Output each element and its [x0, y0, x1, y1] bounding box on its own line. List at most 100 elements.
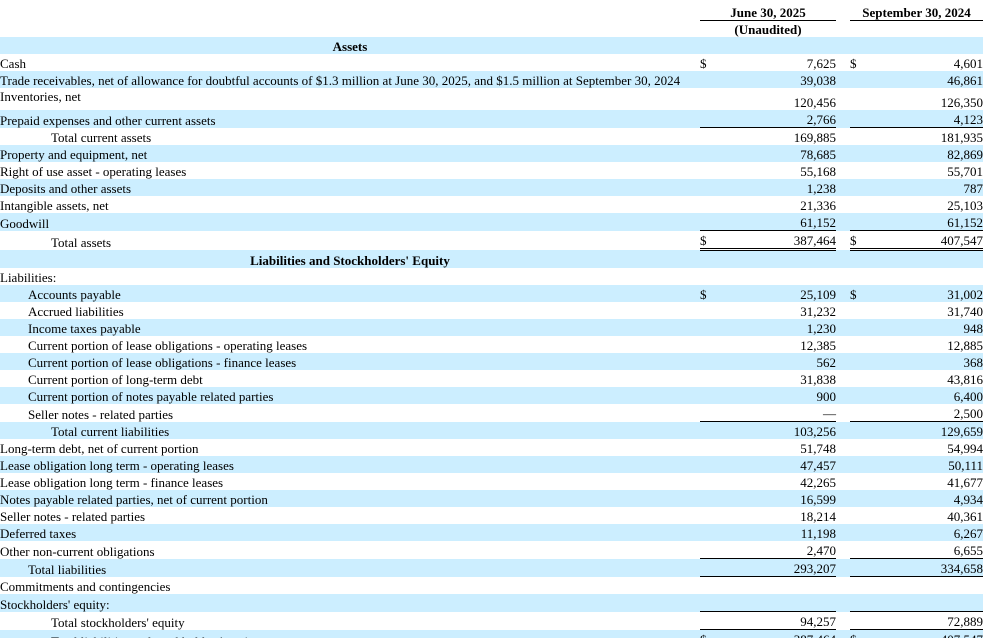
column-gap	[836, 37, 851, 54]
dollar-sign-col1	[700, 387, 726, 404]
column-gap	[836, 110, 851, 128]
column-gap	[836, 404, 850, 422]
value-col2: 31,740	[947, 304, 983, 319]
dollar-sign-col2: $	[850, 230, 877, 251]
table-row: Deposits and other assets 1,238 787	[0, 179, 983, 196]
dollar-sign-col1	[700, 319, 726, 336]
value-col1: 39,038	[726, 71, 837, 88]
value-col1: 120,456	[793, 95, 837, 110]
dollar-sign-col1	[700, 128, 726, 146]
table-row: Accrued liabilities 31,232 31,740	[0, 302, 983, 319]
table-row: Income taxes payable 1,230 948	[0, 319, 983, 336]
dollar-sign-col1	[700, 524, 726, 541]
row-label: Notes payable related parties, net of cu…	[0, 490, 700, 507]
row-label: Stockholders' equity:	[0, 594, 700, 612]
column-gap	[836, 268, 850, 285]
row-label: Liabilities:	[0, 270, 57, 285]
dollar-sign-col2	[850, 145, 877, 162]
dollar-sign-col1	[700, 421, 726, 439]
dollar-sign-col2	[850, 319, 877, 336]
value-col1: 7,625	[806, 56, 837, 71]
table-row: Commitments and contingencies	[0, 577, 983, 595]
dollar-sign-col1	[700, 196, 726, 213]
table-row: Assets	[0, 37, 983, 54]
column-header-september-30-2024: September 30, 2024	[850, 0, 983, 21]
value-col2: 948	[876, 319, 983, 336]
row-label: Commitments and contingencies	[0, 579, 171, 594]
row-label: Deferred taxes	[0, 524, 700, 541]
table-row: Cash $ 7,625 $ 4,601	[0, 54, 983, 71]
dollar-sign-col1	[700, 456, 726, 473]
column-gap	[836, 162, 850, 179]
value-col2: 407,547	[876, 230, 983, 251]
dollar-sign-col2: $	[850, 629, 877, 638]
dollar-sign-col2	[850, 71, 877, 88]
column-gap	[836, 302, 850, 319]
row-label: Prepaid expenses and other current asset…	[0, 110, 700, 128]
table-row: Prepaid expenses and other current asset…	[0, 110, 983, 128]
dollar-sign-col2	[850, 439, 876, 456]
value-col2: 4,123	[876, 110, 983, 128]
table-row: Current portion of lease obligations - o…	[0, 336, 983, 353]
table-row: Right of use asset - operating leases 55…	[0, 162, 983, 179]
dollar-sign-col1	[700, 110, 726, 128]
table-row: Total current assets 169,885 181,935	[0, 128, 983, 146]
value-col2	[876, 594, 983, 612]
table-row: Inventories, net 120,456 126,350	[0, 88, 983, 110]
column-gap	[836, 577, 850, 595]
row-label: Total assets	[51, 234, 112, 250]
dollar-sign-col2	[850, 110, 877, 128]
column-gap	[836, 145, 851, 162]
header-spacer	[0, 0, 700, 21]
dollar-sign-col2	[850, 421, 877, 439]
table-row: Total stockholders' equity 94,257 72,889	[0, 611, 983, 630]
header-spacer	[0, 21, 700, 38]
column-header-june-30-2025: June 30, 2025	[700, 0, 837, 21]
dollar-sign-col2	[850, 404, 877, 422]
value-col1: 21,336	[800, 198, 837, 213]
dollar-sign-col2	[850, 196, 876, 213]
row-label: Current portion of lease obligations - o…	[28, 338, 308, 353]
table-row: Current portion of notes payable related…	[0, 387, 983, 404]
row-label: Other non-current obligations	[0, 543, 155, 559]
row-label: Intangible assets, net	[0, 198, 109, 213]
dollar-sign-col1	[700, 611, 726, 630]
row-label: Lease obligation long term - operating l…	[0, 456, 700, 473]
dollar-sign-col1: $	[700, 230, 726, 251]
row-label: Seller notes - related parties	[0, 509, 146, 524]
value-col1	[726, 249, 837, 268]
table-row: Lease obligation long term - operating l…	[0, 456, 983, 473]
value-col1: 1,230	[726, 319, 837, 336]
value-col1: 31,232	[800, 304, 837, 319]
value-col2: 787	[876, 179, 983, 196]
value-col2: 50,111	[876, 456, 983, 473]
dollar-sign-col1: $	[700, 285, 726, 302]
value-col2	[876, 268, 983, 285]
column-gap	[836, 558, 851, 577]
dollar-sign-col1	[700, 370, 726, 387]
dollar-sign-col2	[850, 594, 877, 612]
dollar-sign-col2	[850, 268, 876, 285]
table-row: Total assets $ 387,464 $ 407,547	[0, 230, 983, 251]
column-gap	[836, 612, 850, 630]
dollar-sign-col1	[700, 404, 726, 422]
value-col2: 55,701	[947, 164, 983, 179]
dollar-sign-col2	[850, 387, 877, 404]
dollar-sign-col1	[700, 88, 726, 110]
table-row: Current portion of long-term debt 31,838…	[0, 370, 983, 387]
column-gap	[836, 507, 850, 524]
value-col2: 54,994	[947, 441, 983, 456]
column-gap	[836, 285, 851, 302]
value-col1: 94,257	[726, 611, 837, 630]
row-label: Total current liabilities	[0, 421, 700, 439]
row-label: Income taxes payable	[0, 319, 700, 336]
value-col2: 126,350	[940, 95, 983, 110]
column-gap	[836, 249, 851, 268]
value-col1: 31,838	[800, 372, 837, 387]
value-col2: 31,002	[876, 285, 983, 302]
value-col1: 387,464	[726, 629, 837, 638]
column-gap	[836, 71, 851, 88]
row-label: Total current assets	[51, 130, 152, 145]
dollar-sign-col1	[700, 71, 726, 88]
